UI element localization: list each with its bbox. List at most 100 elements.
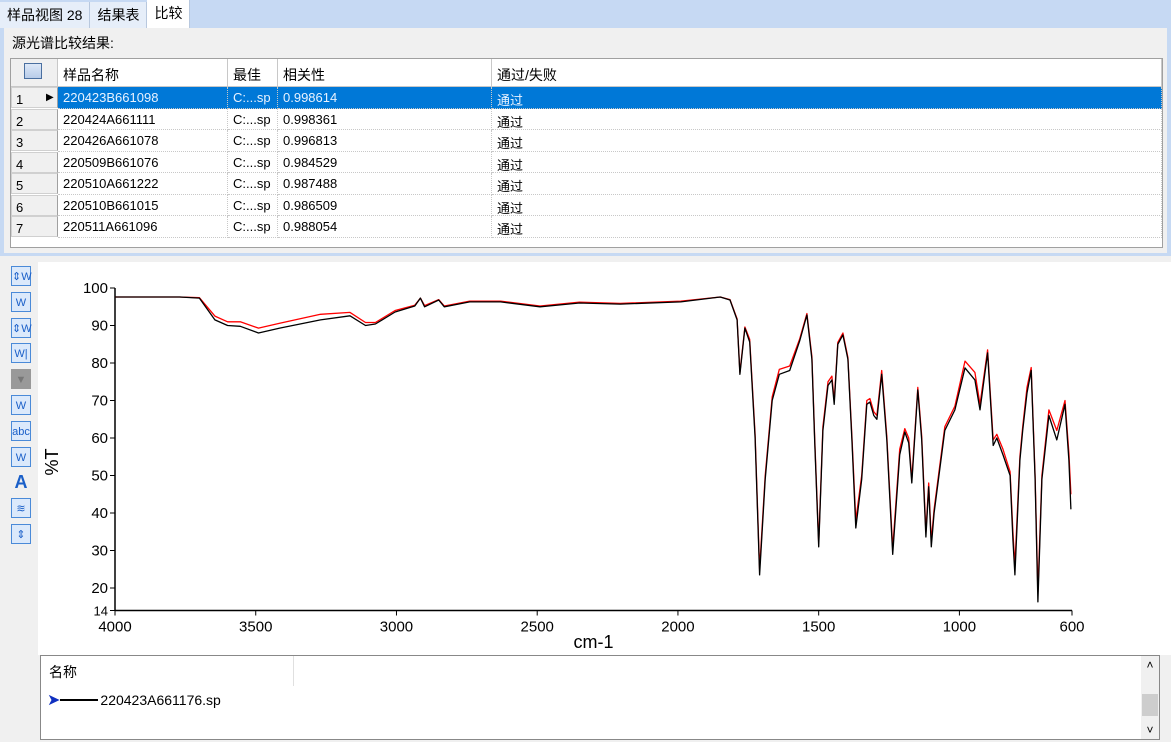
legend-scrollbar[interactable]: ˄ ˅ — [1141, 656, 1159, 739]
cell-name: 220511A661096 — [58, 216, 228, 238]
expand-icon[interactable]: ⇕ — [11, 524, 31, 544]
row-header[interactable]: 3 — [11, 130, 58, 151]
legend-column-divider — [293, 656, 294, 686]
legend-line-swatch — [60, 699, 99, 701]
y-tick-label: 40 — [91, 505, 108, 522]
scroll-up-button[interactable]: ˄ — [1146, 658, 1154, 672]
format-icon[interactable]: W — [11, 446, 31, 467]
row-header[interactable]: 4 — [11, 151, 58, 173]
font-icon[interactable]: A — [14, 472, 28, 493]
text-label-icon[interactable]: abc — [11, 420, 31, 441]
scroll-down-button[interactable]: ˅ — [1146, 723, 1154, 737]
row-number: 4 — [16, 156, 24, 172]
x-tick-label: 4000 — [98, 619, 131, 636]
reference-spectrum-line — [115, 296, 1072, 593]
table-row[interactable]: 7 220511A661096 C:...sp 0.988054 通过 — [11, 216, 1162, 238]
legend-panel: 名称 ➤ 220423A661176.sp ˄ ˅ — [40, 655, 1160, 740]
cell-best: C:...sp — [228, 108, 278, 130]
current-row-icon: ▶ — [46, 92, 54, 103]
stack-icon[interactable]: ≋ — [11, 498, 31, 519]
tab-sample-view[interactable]: 样品视图 28 — [0, 2, 91, 28]
cell-corr: 0.987488 — [278, 173, 492, 195]
row-header[interactable]: 2 — [11, 108, 58, 130]
cell-result: 通过 — [492, 216, 1162, 238]
cell-corr: 0.984529 — [278, 151, 492, 173]
auto-scale-icon[interactable]: ⇕W — [11, 266, 32, 286]
x-axis-label: cm-1 — [574, 632, 614, 652]
row-header[interactable]: 5 — [11, 173, 58, 194]
column-header-result[interactable]: 通过/失败 — [492, 59, 1162, 87]
cell-result: 通过 — [492, 130, 1162, 152]
x-tick-label: 1000 — [943, 619, 976, 636]
select-all-button[interactable] — [11, 59, 58, 87]
tab-bar: 样品视图 28 结果表 比较 — [0, 0, 191, 28]
table-row[interactable]: 3 220426A661078 C:...sp 0.996813 通过 — [11, 130, 1162, 152]
legend-item[interactable]: ➤ 220423A661176.sp — [47, 690, 221, 710]
overlay-icon[interactable]: ▼ — [11, 369, 31, 390]
cell-best: C:...sp — [228, 194, 278, 216]
table-row[interactable]: 5 220510A661222 C:...sp 0.987488 通过 — [11, 173, 1162, 195]
cell-best: C:...sp — [228, 173, 278, 195]
table-row[interactable]: 4 220509B661076 C:...sp 0.984529 通过 — [11, 151, 1162, 173]
x-tick-label: 3000 — [380, 619, 413, 636]
peak-label-icon[interactable]: W — [11, 395, 31, 415]
legend-header: 名称 — [49, 664, 77, 680]
results-panel: 样品视图 28 结果表 比较 源光谱比较结果: 样品名称 最佳 相关性 通过/失… — [0, 0, 1171, 256]
tab-results-table[interactable]: 结果表 — [90, 2, 148, 28]
row-header[interactable]: 7 — [11, 216, 58, 237]
tab-compare[interactable]: 比较 — [147, 0, 191, 28]
x-tick-label: 1500 — [802, 619, 835, 636]
cell-corr: 0.988054 — [278, 216, 492, 238]
y-tick-label: 20 — [91, 580, 108, 597]
row-number: 5 — [16, 178, 24, 193]
cell-best: C:...sp — [228, 87, 278, 109]
row-header[interactable]: 6 — [11, 194, 58, 216]
cell-result: 通过 — [492, 151, 1162, 173]
compare-panel: 源光谱比较结果: 样品名称 最佳 相关性 通过/失败 1 ▶ 220423B6610… — [4, 28, 1167, 253]
y-tick-label: 100 — [83, 280, 108, 297]
cell-name: 220510B661015 — [58, 194, 228, 216]
table-row[interactable]: 6 220510B661015 C:...sp 0.986509 通过 — [11, 194, 1162, 216]
scale-x-icon[interactable]: W — [11, 291, 31, 312]
scale-y-icon[interactable]: ⇕W — [11, 317, 32, 338]
cell-best: C:...sp — [228, 151, 278, 173]
cell-best: C:...sp — [228, 216, 278, 238]
spectrum-chart: 100 90 80 70 60 50 40 30 20 14 4000 3500 3000 2500 200… — [38, 262, 1171, 655]
row-header[interactable]: 1 ▶ — [11, 87, 58, 108]
y-tick-label: 14 — [94, 604, 108, 619]
row-number: 6 — [16, 199, 24, 215]
y-tick-label: 50 — [91, 468, 108, 485]
grid-corner-icon — [24, 63, 42, 79]
row-number: 1 — [16, 92, 24, 107]
table-row[interactable]: 2 220424A661111 C:...sp 0.998361 通过 — [11, 108, 1162, 130]
cell-corr: 0.998361 — [278, 108, 492, 130]
y-tick-label: 30 — [91, 543, 108, 560]
row-number: 3 — [16, 135, 24, 150]
x-tick-label: 2000 — [661, 619, 694, 636]
cursor-icon[interactable]: W| — [11, 343, 31, 364]
x-tick-label: 3500 — [239, 619, 272, 636]
cell-result: 通过 — [492, 87, 1162, 109]
column-header-name[interactable]: 样品名称 — [58, 59, 228, 87]
y-axis-label: %T — [42, 448, 62, 475]
row-number: 7 — [16, 221, 24, 236]
cell-result: 通过 — [492, 108, 1162, 130]
results-grid: 样品名称 最佳 相关性 通过/失败 1 ▶ 220423B661098 C:...sp… — [10, 58, 1163, 248]
cell-name: 220424A661111 — [58, 108, 228, 130]
row-number: 2 — [16, 113, 24, 129]
sample-spectrum-line — [115, 296, 1072, 603]
column-header-correlation[interactable]: 相关性 — [278, 59, 492, 87]
y-tick-label: 90 — [91, 318, 108, 335]
cell-result: 通过 — [492, 194, 1162, 216]
column-header-best[interactable]: 最佳 — [228, 59, 278, 87]
cell-corr: 0.986509 — [278, 194, 492, 216]
y-tick-label: 60 — [91, 430, 108, 447]
y-tick-label: 80 — [91, 355, 108, 372]
table-row[interactable]: 1 ▶ 220423B661098 C:...sp 0.998614 通过 — [11, 87, 1162, 109]
scroll-thumb[interactable] — [1142, 694, 1158, 716]
cell-corr: 0.998614 — [278, 87, 492, 109]
cell-name: 220423B661098 — [58, 87, 228, 109]
y-tick-label: 70 — [91, 393, 108, 410]
